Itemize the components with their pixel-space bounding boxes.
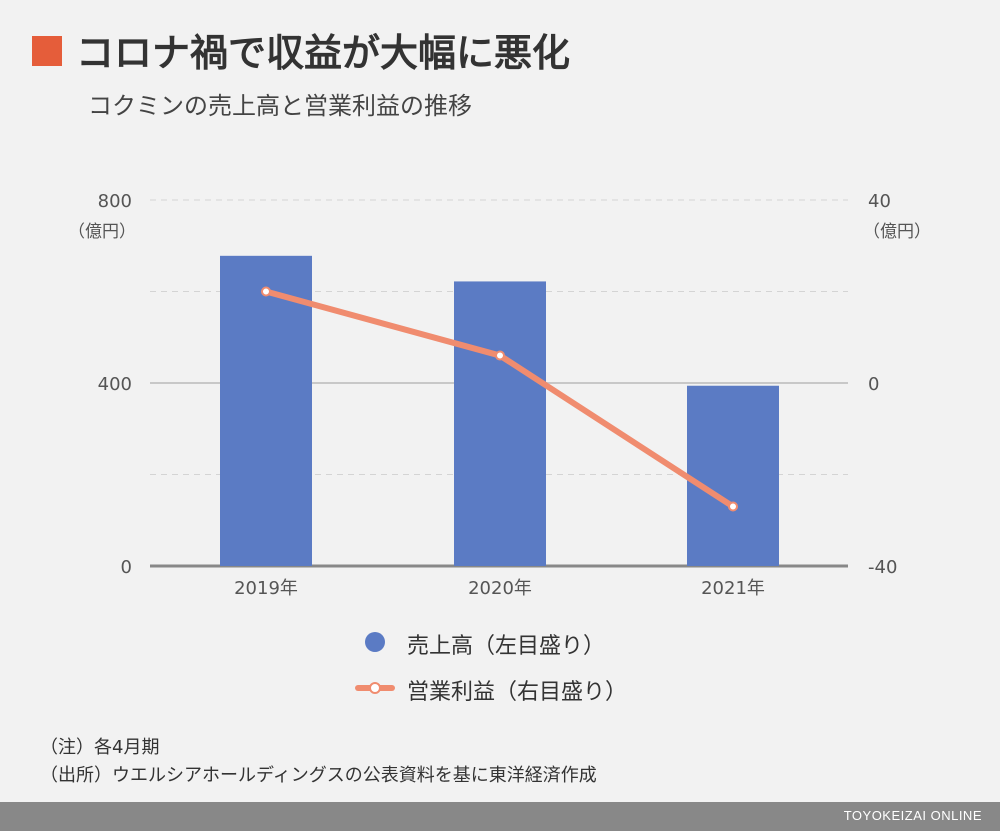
- line-point-profit: [728, 501, 738, 512]
- chart: （億円） （億円） 0 400 800 -40 0 40 2019年 2020年 2021年: [68, 191, 931, 599]
- note-source: （出所）ウエルシアホールディングスの公表資料を基に東洋経済作成: [40, 765, 597, 786]
- left-axis-tick-label: 0: [121, 557, 132, 578]
- bars: [220, 255, 779, 566]
- legend-bar-swatch: [365, 632, 385, 652]
- title-marker-square: [32, 36, 62, 66]
- x-axis-tick-label: 2019年: [234, 578, 298, 599]
- footer-bar: TOYOKEIZAI ONLINE: [0, 802, 1000, 831]
- axes: （億円） （億円） 0 400 800 -40 0 40 2019年 2020年 2021年: [68, 191, 931, 599]
- left-axis-tick-label: 800: [98, 191, 132, 212]
- right-axis-tick-label: 0: [868, 374, 879, 395]
- legend-line-marker: [369, 682, 381, 694]
- legend-profit-label: 営業利益（右目盛り）: [407, 680, 628, 705]
- bar-sales: [454, 281, 546, 566]
- note-period: （注）各4月期: [40, 737, 160, 758]
- left-axis-unit: （億円）: [68, 222, 136, 242]
- page-title: コロナ禍で収益が大幅に悪化: [76, 31, 571, 75]
- legend-sales-label: 売上高（左目盛り）: [407, 634, 606, 659]
- x-axis-tick-label: 2021年: [701, 578, 765, 599]
- right-axis-tick-label: -40: [868, 557, 897, 578]
- line-point-profit: [495, 350, 505, 361]
- left-axis-tick-label: 400: [98, 374, 132, 395]
- right-axis-unit: （億円）: [863, 222, 931, 242]
- right-axis-tick-label: 40: [868, 191, 891, 212]
- line-series: [261, 286, 738, 512]
- footer-brand: TOYOKEIZAI ONLINE: [843, 808, 982, 823]
- bar-sales: [220, 255, 312, 566]
- line-point-profit: [261, 286, 271, 297]
- x-axis-tick-label: 2020年: [468, 578, 532, 599]
- bar-sales: [687, 385, 779, 566]
- notes: （注）各4月期 （出所）ウエルシアホールディングスの公表資料を基に東洋経済作成: [40, 734, 597, 790]
- page-subtitle: コクミンの売上高と営業利益の推移: [88, 92, 472, 120]
